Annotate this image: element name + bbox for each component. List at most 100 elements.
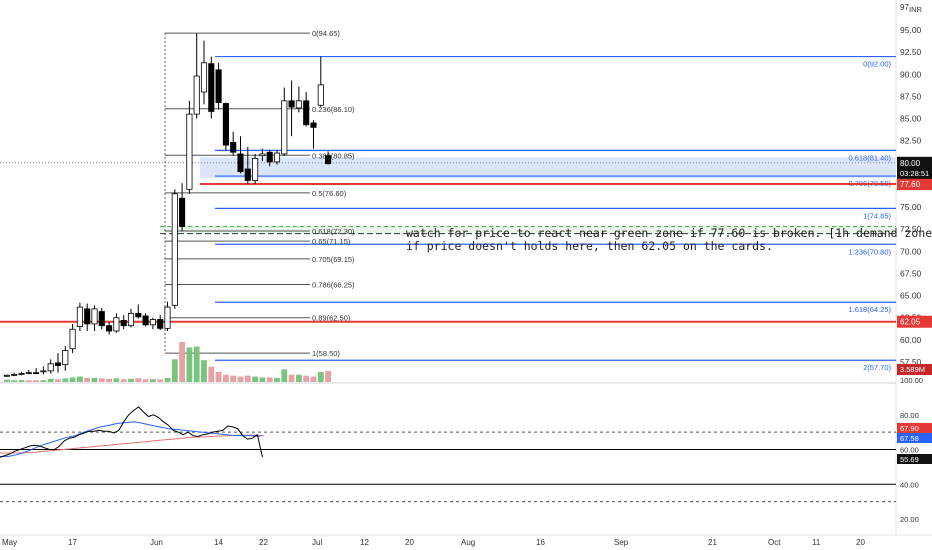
candle-body — [186, 113, 193, 190]
candle-body — [106, 325, 113, 332]
rsi-marker-label: 67.90 — [900, 424, 919, 433]
volume-bar — [310, 376, 317, 382]
volume-bar — [25, 380, 32, 382]
fib-left-label: 0.618(72.30) — [312, 227, 355, 236]
rsi-tick-label: 40.00 — [900, 480, 919, 489]
price-tick-label: 75.00 — [900, 202, 922, 212]
time-axis-label: Sep — [614, 538, 629, 547]
price-tick-label: 67.50 — [900, 268, 922, 278]
volume-bar — [4, 379, 10, 382]
price-tag-label: 62.05 — [900, 318, 921, 327]
annotation-line-2: if price doesn't holds here, then 62.05 … — [406, 239, 773, 253]
volume-bar — [171, 359, 178, 382]
rsi-marker-tag — [897, 454, 932, 464]
volume-bar — [303, 375, 310, 382]
price-tick-label: 92.50 — [900, 47, 922, 57]
fib-left-label: 0.236(86.10) — [312, 105, 355, 114]
time-axis-label: 16 — [536, 538, 545, 547]
volume-bar — [18, 380, 25, 382]
price-tag — [897, 178, 932, 191]
candle-body — [193, 75, 200, 115]
volume-bar — [186, 347, 193, 382]
volume-tag — [897, 364, 932, 375]
current-price-tag — [897, 156, 932, 179]
volume-bar — [281, 369, 288, 382]
candle-body — [157, 319, 164, 329]
fib-right-label: 0(92.00) — [863, 60, 891, 69]
candle-body — [149, 319, 156, 326]
fib-left-label: 0.786(66.25) — [312, 281, 355, 290]
candle-body — [317, 84, 324, 106]
candle-body — [244, 168, 251, 181]
candle-body — [266, 151, 273, 163]
price-tag-label: 77.60 — [900, 180, 921, 189]
candle-body — [303, 100, 310, 126]
candle-body — [69, 328, 76, 350]
volume-bar — [259, 377, 266, 382]
fib-left-label: 0.5(76.60) — [312, 189, 347, 198]
candle-body — [33, 372, 40, 375]
candle-body — [288, 100, 295, 108]
candle-body — [281, 100, 288, 155]
price-tick-label: 87.50 — [900, 91, 922, 101]
price-tick-label: 65.00 — [900, 291, 922, 301]
candle-body — [25, 372, 32, 375]
time-axis-label: 20 — [405, 538, 414, 547]
candle-body — [230, 142, 237, 153]
countdown-label: 03:28:51 — [900, 169, 929, 178]
candle-body — [135, 312, 142, 318]
volume-bar — [69, 377, 76, 382]
time-axis-label: Jun — [150, 538, 163, 547]
volume-bar — [128, 378, 134, 382]
rsi-marker-tag — [897, 423, 932, 433]
rsi-marker-label: 67.58 — [900, 434, 919, 443]
price-tick-label: 90.00 — [900, 69, 922, 79]
candle-body — [179, 197, 186, 227]
candle-body — [259, 153, 266, 157]
volume-bar — [120, 379, 127, 382]
candle-body — [54, 362, 62, 366]
price-tick-label: 85.00 — [900, 114, 922, 124]
candle-body — [3, 374, 10, 377]
time-axis-label: 17 — [68, 538, 77, 547]
candle-body — [113, 317, 120, 332]
fib-right-label: 1.236(70.80) — [848, 247, 891, 256]
fib-right-label: 0.618(81.40) — [848, 153, 891, 162]
volume-bar — [266, 377, 273, 382]
volume-bar — [296, 374, 302, 382]
candle-body — [91, 308, 98, 325]
rsi-marker-tag — [897, 433, 932, 443]
rsi-tick-label: 60.00 — [900, 446, 919, 455]
time-axis-label: 21 — [708, 538, 717, 547]
time-axis-label: Jul — [312, 538, 322, 547]
time-axis-label: May — [2, 538, 17, 547]
volume-bar — [11, 380, 18, 382]
candle-body — [84, 308, 91, 325]
price-tag — [897, 315, 932, 328]
time-axis-label: 14 — [214, 538, 223, 547]
price-tick-label: 97 — [900, 3, 909, 12]
volume-bar — [157, 379, 164, 382]
rsi-line — [0, 406, 263, 458]
volume-bar — [201, 360, 207, 382]
volume-bar — [150, 379, 156, 382]
candle-body — [11, 373, 18, 376]
time-axis-label: Oct — [768, 538, 781, 547]
current-price-label: 80.00 — [900, 159, 921, 168]
candle-body — [310, 122, 317, 128]
volume-bar — [47, 378, 54, 382]
price-tick-label: 95.00 — [900, 25, 922, 35]
volume-bar — [84, 377, 91, 382]
time-axis-label: 11 — [812, 538, 821, 547]
candle-body — [76, 306, 83, 327]
volume-bar — [179, 342, 185, 382]
candle-body — [142, 315, 149, 326]
candle-body — [252, 157, 259, 181]
volume-bar — [325, 371, 331, 382]
currency-label: INR — [909, 5, 923, 14]
candle-body — [295, 100, 302, 109]
volume-bar — [237, 376, 244, 382]
volume-bar — [230, 375, 237, 382]
rsi-tick-label: 20.00 — [900, 515, 919, 524]
